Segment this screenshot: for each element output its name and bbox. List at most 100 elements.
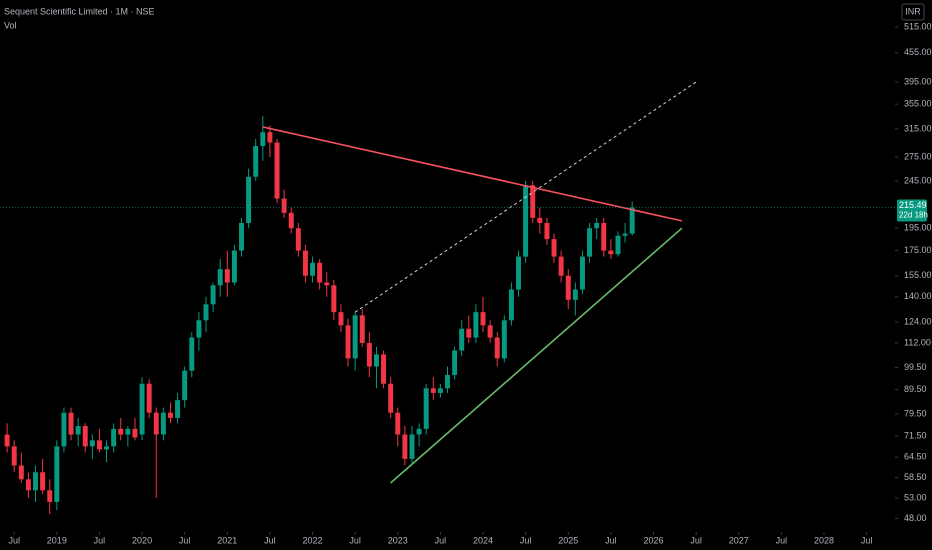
candle-body: [167, 412, 173, 418]
x-tick-label: Jul: [264, 535, 276, 545]
x-tick-label: Jul: [435, 535, 447, 545]
candle-body: [587, 228, 593, 257]
x-tick-label: Jul: [520, 535, 532, 545]
y-tick-label: 58.50: [904, 472, 927, 482]
candle-body: [565, 275, 571, 300]
candle-body: [82, 426, 88, 447]
indicator-label: Vol: [4, 20, 17, 30]
candle-body: [310, 262, 316, 276]
candle-body: [203, 304, 209, 321]
x-tick-label: 2025: [558, 535, 578, 545]
y-tick-label: 79.50: [904, 408, 927, 418]
y-tick-label: 53.00: [904, 492, 927, 502]
currency[interactable]: INR: [905, 6, 921, 16]
candle-body: [359, 315, 365, 344]
candle-body: [452, 350, 458, 375]
candle-body: [466, 328, 472, 338]
x-tick-label: 2021: [217, 535, 237, 545]
candle-body: [423, 388, 429, 429]
candle-body: [61, 412, 67, 447]
candle-body: [473, 312, 479, 338]
trendline: [390, 227, 683, 484]
y-tick-label: 48.00: [904, 513, 927, 523]
x-tick-label: 2027: [729, 535, 749, 545]
candle-body: [139, 383, 145, 435]
candle-body: [153, 412, 159, 435]
candle-body: [551, 239, 557, 257]
candle-body: [132, 428, 138, 438]
candle-body: [594, 222, 600, 229]
candle-body: [366, 343, 372, 367]
trendline: [354, 81, 697, 313]
y-tick-label: 395.00: [904, 76, 932, 86]
candle-body: [302, 250, 308, 276]
candle-body: [118, 428, 124, 435]
x-tick-label: Jul: [8, 535, 20, 545]
y-tick-label: 355.00: [904, 99, 932, 109]
x-tick-label: 2022: [303, 535, 323, 545]
candle-body: [104, 446, 110, 450]
candle-body: [537, 217, 543, 223]
x-tick-label: Jul: [94, 535, 106, 545]
candle-body: [288, 212, 294, 229]
candle-body: [175, 400, 181, 418]
candle-body: [608, 250, 614, 255]
candle-body: [338, 312, 344, 326]
candle-body: [40, 472, 46, 491]
candle-body: [47, 490, 53, 502]
candle-body: [182, 370, 188, 401]
x-tick-label: 2019: [47, 535, 67, 545]
candle-body: [579, 256, 585, 290]
y-tick-label: 195.00: [904, 223, 932, 233]
y-tick-label: 155.00: [904, 270, 932, 280]
candle-body: [409, 434, 415, 459]
y-tick-label: 515.00: [904, 21, 932, 31]
x-tick-label: 2026: [643, 535, 663, 545]
candle-body: [615, 235, 621, 255]
candle-body: [253, 146, 259, 177]
candle-body: [345, 325, 351, 359]
candle-body: [416, 428, 422, 435]
candle-body: [68, 412, 74, 435]
candle-body: [494, 337, 500, 359]
y-tick-label: 275.00: [904, 151, 932, 161]
candle-body: [18, 465, 24, 480]
x-tick-label: 2028: [814, 535, 834, 545]
x-tick-label: 2024: [473, 535, 493, 545]
candle-body: [629, 207, 635, 234]
x-tick-label: Jul: [861, 535, 873, 545]
candle-body: [523, 185, 529, 257]
candle-body: [395, 412, 401, 435]
candle-body: [111, 428, 117, 447]
candle-body: [501, 320, 507, 359]
candle-body: [459, 328, 465, 351]
candle-body: [352, 315, 358, 359]
candle-body: [189, 337, 195, 371]
y-tick-label: 140.00: [904, 291, 932, 301]
x-tick-label: Jul: [690, 535, 702, 545]
candle-body: [75, 426, 81, 435]
y-tick-label: 112.00: [904, 337, 931, 347]
candle-body: [224, 269, 230, 283]
y-tick-label: 124.00: [904, 316, 932, 326]
candle-body: [11, 446, 17, 466]
last-price-box: [897, 199, 927, 222]
chart-title: Sequent Scientific Limited · 1M · NSE: [4, 6, 155, 16]
candle-body: [601, 222, 607, 251]
candle-body: [239, 222, 244, 251]
candle-body: [146, 383, 152, 413]
candle-body: [402, 434, 408, 459]
candle-body: [54, 446, 60, 502]
candle-body: [160, 412, 166, 435]
candle-body: [331, 285, 337, 313]
candle-body: [281, 198, 287, 213]
currency-box[interactable]: [901, 3, 925, 21]
candle-body: [96, 440, 102, 450]
y-tick-label: 64.50: [904, 452, 927, 462]
candle-body: [373, 354, 379, 367]
candle-body: [274, 142, 280, 199]
candle-body: [437, 388, 443, 393]
candle-body: [508, 289, 514, 321]
